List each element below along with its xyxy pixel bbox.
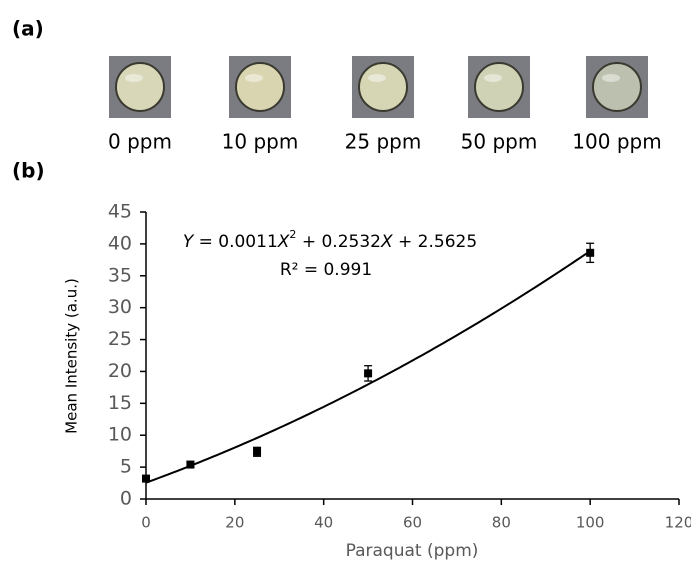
x-axis-title: Paraquat (ppm): [346, 541, 479, 561]
droplet-glare: [245, 74, 263, 82]
droplet: [115, 62, 165, 112]
droplet-glare: [368, 74, 386, 82]
x-tick-label: 40: [314, 514, 333, 532]
droplet-glare: [125, 74, 143, 82]
photo-row: 0 ppm 10 ppm 25 ppm 50 ppm 100 ppm: [108, 56, 662, 154]
droplet-glare: [602, 74, 620, 82]
y-tick-label: 15: [108, 392, 132, 414]
y-tick-label: 45: [108, 201, 132, 223]
data-point: [586, 248, 595, 257]
fit-curve: [145, 250, 591, 484]
sample-label: 10 ppm: [222, 130, 299, 154]
eq-part: 2: [289, 228, 296, 241]
droplet: [358, 62, 408, 112]
y-tick-label: 20: [108, 360, 132, 382]
panel-label: (a): [12, 17, 44, 41]
data-point: [364, 369, 373, 378]
eq-part: + 2.5625: [393, 232, 478, 252]
y-tick-label: 35: [108, 264, 132, 286]
eq-part: X: [277, 232, 290, 252]
sample-label: 50 ppm: [461, 130, 538, 154]
y-tick-label: 5: [120, 456, 132, 478]
eq-part: = 0.0011: [193, 232, 278, 252]
y-tick-label: 0: [120, 488, 132, 510]
fit-equation: Y = 0.0011X2 + 0.2532X + 2.5625: [183, 228, 477, 252]
sample-label: 0 ppm: [108, 130, 172, 154]
x-tick-label: 100: [576, 514, 605, 532]
y-tick-label: 40: [108, 232, 132, 254]
data-point: [186, 460, 195, 469]
droplet: [474, 62, 524, 112]
y-tick-label: 25: [108, 328, 132, 350]
data-point: [253, 447, 262, 456]
r-squared: R² = 0.991: [280, 260, 372, 280]
sample-label: 100 ppm: [572, 130, 661, 154]
chart: Y = 0.0011X2 + 0.2532X + 2.5625 R² = 0.9…: [63, 201, 691, 562]
droplet: [592, 62, 642, 112]
x-tick-label: 80: [492, 514, 511, 532]
eq-part: X: [380, 232, 393, 252]
y-tick-label: 30: [108, 296, 132, 318]
y-tick-label: 10: [108, 424, 132, 446]
eq-part: + 0.2532: [296, 232, 381, 252]
x-tick-label: 0: [141, 514, 151, 532]
panel-label: (b): [12, 159, 45, 183]
x-tick-label: 20: [225, 514, 244, 532]
x-tick-label: 60: [403, 514, 422, 532]
x-tick-label: 120: [665, 514, 691, 532]
eq-part: Y: [183, 232, 195, 252]
y-axis-title: Mean Intensity (a.u.): [63, 278, 81, 434]
data-point: [142, 474, 150, 483]
droplet-glare: [484, 74, 502, 82]
sample-label: 25 ppm: [345, 130, 422, 154]
droplet: [235, 62, 285, 112]
